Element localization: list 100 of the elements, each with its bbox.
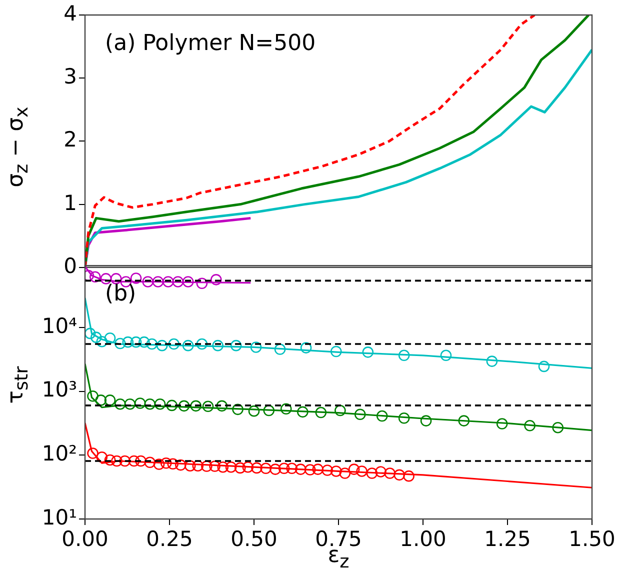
point (375, 466, 386, 478)
point (420, 415, 432, 426)
point (122, 336, 134, 348)
y-tick-label: 10¹ (42, 505, 77, 530)
x-tick-label: 1.50 (568, 527, 616, 552)
point (354, 408, 366, 420)
point (210, 274, 222, 286)
point (168, 338, 180, 350)
point (440, 350, 452, 362)
point (162, 276, 174, 288)
point (146, 338, 158, 350)
point (124, 398, 136, 410)
point (104, 332, 116, 344)
point (153, 458, 165, 470)
point (304, 464, 316, 476)
point (182, 276, 194, 288)
point (110, 273, 122, 284)
point (486, 356, 498, 367)
point (394, 469, 405, 481)
point (248, 405, 260, 417)
point (104, 454, 116, 466)
point (114, 338, 126, 350)
point (114, 398, 126, 410)
point (178, 400, 190, 412)
point (496, 418, 508, 430)
point (330, 466, 342, 477)
point (138, 336, 150, 348)
point (217, 461, 229, 473)
point (376, 410, 388, 422)
point (212, 340, 224, 352)
point (95, 394, 107, 406)
y-tick-label: 10² (42, 442, 77, 466)
point (104, 394, 116, 406)
point (280, 403, 292, 415)
point (348, 464, 360, 475)
point (403, 470, 414, 482)
y-tick-label: 2 (64, 128, 77, 152)
point (458, 415, 470, 426)
point (330, 346, 342, 358)
point (398, 350, 410, 362)
point (128, 455, 140, 467)
point (278, 462, 290, 474)
point (130, 336, 142, 348)
point (286, 462, 298, 474)
point (90, 332, 102, 343)
point (135, 455, 146, 467)
point (142, 276, 154, 288)
point (398, 412, 410, 424)
point (100, 273, 112, 284)
point (225, 461, 237, 473)
point (85, 328, 96, 340)
annotation: (b) (105, 282, 136, 307)
point (366, 468, 378, 479)
point (190, 400, 202, 412)
point (166, 400, 178, 412)
point (134, 398, 146, 409)
y-tick-label: 1 (64, 190, 77, 215)
point (196, 278, 208, 290)
point (196, 338, 208, 350)
y-tick-label: 4 (64, 1, 77, 26)
point (216, 400, 228, 412)
point (184, 460, 196, 472)
point (242, 461, 254, 473)
point (312, 464, 324, 475)
point (152, 276, 164, 288)
y-tick-label: 10³ (42, 378, 77, 402)
point (230, 340, 242, 352)
point (297, 406, 308, 418)
y-tick-label: 0 (64, 254, 77, 278)
point (154, 398, 166, 410)
point (260, 462, 272, 474)
x-tick-label: 0.25 (146, 527, 193, 552)
point (300, 342, 312, 354)
point (172, 276, 184, 288)
x-tick-label: 1.00 (400, 527, 446, 552)
point (144, 456, 156, 468)
point (234, 462, 246, 474)
x-tick-label: 0.50 (230, 527, 278, 552)
x-tick-label: 0.00 (62, 527, 108, 552)
point (322, 464, 333, 476)
point (384, 468, 396, 479)
point (270, 464, 281, 475)
point (96, 336, 108, 348)
point (87, 390, 98, 402)
point (192, 460, 204, 472)
point (552, 422, 564, 434)
y-tick-label: 10⁴ (42, 314, 77, 338)
point (156, 340, 168, 352)
point (315, 406, 327, 418)
point (89, 271, 101, 282)
point (274, 344, 286, 355)
point (524, 420, 536, 432)
point (201, 460, 212, 472)
point (334, 404, 346, 416)
point (339, 468, 351, 479)
y-tick-label: 3 (64, 64, 77, 89)
point (362, 346, 374, 358)
point (167, 458, 179, 470)
point (263, 404, 275, 416)
point (182, 340, 194, 352)
